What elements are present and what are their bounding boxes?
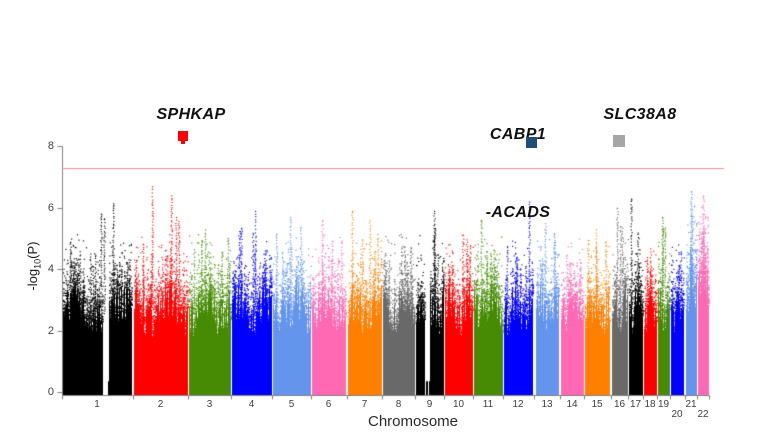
x-tick-label: 18 — [644, 399, 656, 410]
gene-label-cabp1-line2: -ACADS — [485, 204, 551, 221]
x-tick-label: 9 — [426, 399, 433, 410]
y-tick-label: 4 — [47, 263, 54, 276]
x-tick-label: 14 — [566, 399, 578, 410]
gene-label-sphkap: SPHKAP — [156, 106, 226, 123]
x-tick-label: 10 — [452, 399, 465, 410]
gene-label-slc38a8: SLC38A8 — [603, 106, 677, 123]
x-tick-label: 12 — [512, 399, 524, 410]
y-tick-label: 2 — [47, 324, 54, 337]
x-tick-label: 13 — [541, 399, 553, 410]
y-tick-label: 8 — [47, 140, 54, 153]
x-tick-label: 22 — [697, 409, 709, 420]
gene-marker-sphkap — [178, 131, 188, 144]
x-axis-title: Chromosome — [367, 413, 459, 430]
gene-label-cabp1-acads: CABP1 -ACADS — [458, 70, 578, 278]
x-tick-label: 15 — [591, 399, 603, 410]
y-tick-label: 0 — [47, 386, 54, 398]
x-tick-label: 4 — [248, 399, 255, 410]
y-axis-title-post: (P) — [25, 241, 40, 259]
x-tick-label: 1 — [94, 399, 100, 410]
x-tick-label: 11 — [482, 399, 494, 410]
x-tick-label: 5 — [288, 399, 295, 410]
x-tick-label: 7 — [361, 399, 368, 410]
gene-marker-cabp1-acads — [526, 137, 537, 148]
x-tick-label: 17 — [629, 399, 642, 410]
x-tick-label: 16 — [613, 399, 626, 410]
gene-label-cabp1-line1: CABP1 — [489, 126, 547, 143]
y-tick-label: 6 — [47, 201, 54, 214]
x-tick-label: 20 — [671, 409, 683, 420]
x-tick-label: 3 — [206, 399, 213, 410]
x-tick-label: 19 — [657, 399, 670, 410]
x-tick-label: 6 — [325, 399, 332, 410]
x-tick-label: 21 — [685, 399, 697, 410]
x-tick-label: 8 — [395, 399, 402, 410]
gene-marker-slc38a8 — [613, 135, 625, 147]
x-tick-label: 2 — [157, 399, 164, 410]
